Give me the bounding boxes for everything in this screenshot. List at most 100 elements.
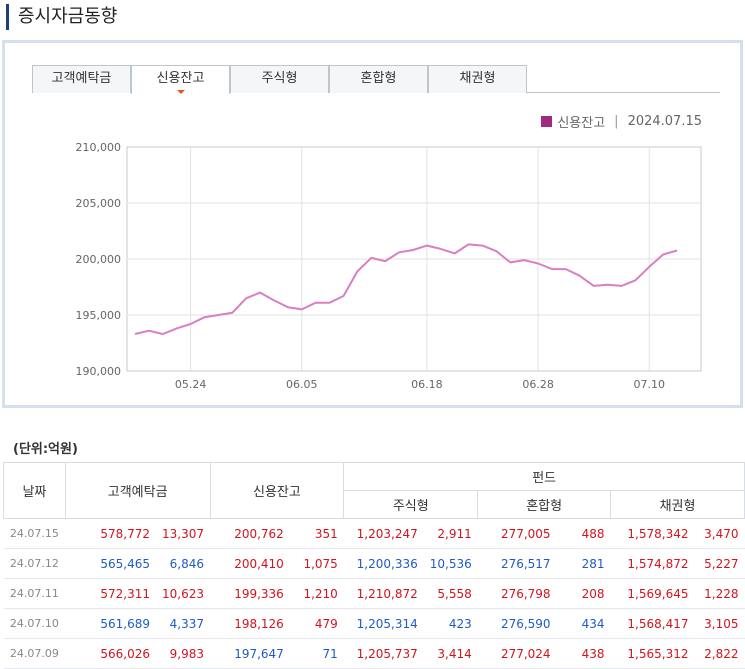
cell-amount: 200,762 bbox=[234, 526, 284, 541]
row-date: 24.07.09 bbox=[3, 638, 66, 669]
value-group: 1,578,342 3,470 bbox=[610, 518, 745, 549]
y-tick-label: 210,000 bbox=[76, 141, 122, 154]
legend-swatch-icon bbox=[541, 116, 553, 127]
cell-change: 71 bbox=[322, 646, 338, 661]
cell-change: 3,470 bbox=[704, 526, 739, 541]
tab-mixed[interactable]: 혼합형 bbox=[329, 65, 428, 93]
cell-amount: 566,026 bbox=[100, 646, 151, 661]
cell-change: 6,846 bbox=[169, 556, 205, 571]
cell-change: 4,337 bbox=[169, 616, 205, 631]
cell-amount: 1,565,312 bbox=[627, 646, 689, 661]
cell-amount: 198,126 bbox=[234, 616, 284, 631]
series-line-credit-balance bbox=[134, 243, 678, 335]
header-fund: 펀드 bbox=[343, 462, 745, 491]
value-group: 198,126 479 bbox=[210, 608, 344, 639]
tab-label: 주식형 bbox=[261, 71, 298, 86]
value-group: 572,311 10,623 bbox=[65, 578, 211, 609]
value-group: 566,026 9,983 bbox=[65, 638, 211, 669]
value-group: 578,772 13,307 bbox=[65, 518, 211, 549]
table-row: 24.07.09 566,026 9,983 197,647 71 1,205,737 3,… bbox=[3, 638, 745, 669]
legend-series-label: 신용잔고 bbox=[557, 116, 606, 131]
cell-change: 1,228 bbox=[704, 586, 739, 601]
cell-amount: 561,689 bbox=[100, 616, 151, 631]
cell-change: 3,414 bbox=[437, 646, 472, 661]
value-group: 1,210,872 5,558 bbox=[343, 578, 478, 609]
tab-label: 채권형 bbox=[459, 71, 496, 86]
cell-change: 2,911 bbox=[437, 526, 472, 541]
value-group: 199,336 1,210 bbox=[210, 578, 344, 609]
cell-amount: 1,574,872 bbox=[627, 556, 689, 571]
header-equity: 주식형 bbox=[343, 490, 479, 519]
cell-change: 438 bbox=[581, 646, 605, 661]
value-group: 277,024 438 bbox=[477, 638, 611, 669]
value-group: 565,465 6,846 bbox=[65, 548, 211, 579]
row-date: 24.07.12 bbox=[3, 548, 66, 579]
cell-amount: 565,465 bbox=[100, 556, 151, 571]
cell-amount: 199,336 bbox=[234, 586, 284, 601]
cell-change: 9,983 bbox=[169, 646, 205, 661]
cell-change: 423 bbox=[448, 616, 472, 631]
cell-change: 488 bbox=[581, 526, 605, 541]
value-group: 1,205,737 3,414 bbox=[343, 638, 478, 669]
y-tick-label: 190,000 bbox=[76, 365, 122, 378]
value-group: 561,689 4,337 bbox=[65, 608, 211, 639]
value-group: 1,565,312 2,822 bbox=[610, 638, 745, 669]
fund-flow-table: 날짜 고객예탁금 신용잔고 펀드 주식형 혼합형 채권형 24.07.15 578… bbox=[3, 462, 745, 669]
tab-label: 고객예탁금 bbox=[51, 71, 112, 86]
cell-amount: 276,798 bbox=[500, 586, 551, 601]
cell-change: 13,307 bbox=[162, 526, 205, 541]
value-group: 276,517 281 bbox=[477, 548, 611, 579]
y-tick-label: 195,000 bbox=[76, 309, 122, 322]
cell-amount: 1,205,737 bbox=[356, 646, 418, 661]
chart-panel: 고객예탁금 신용잔고 주식형 혼합형 채권형 신용잔고 | 2024.07.15… bbox=[2, 40, 743, 408]
cell-change: 2,822 bbox=[704, 646, 739, 661]
table-row: 24.07.10 561,689 4,337 198,126 479 1,205,314 4… bbox=[3, 608, 745, 639]
cell-amount: 276,517 bbox=[500, 556, 551, 571]
cell-change: 208 bbox=[581, 586, 605, 601]
y-tick-label: 205,000 bbox=[76, 197, 122, 210]
value-group: 200,410 1,075 bbox=[210, 548, 344, 579]
cell-amount: 578,772 bbox=[100, 526, 151, 541]
cell-change: 5,227 bbox=[704, 556, 739, 571]
cell-change: 1,075 bbox=[303, 556, 338, 571]
header-credit-balance: 신용잔고 bbox=[209, 462, 345, 519]
cell-change: 479 bbox=[314, 616, 338, 631]
x-tick-label: 06.18 bbox=[411, 378, 443, 391]
tab-bar: 고객예탁금 신용잔고 주식형 혼합형 채권형 bbox=[32, 65, 720, 94]
x-tick-label: 05.24 bbox=[175, 378, 207, 391]
value-group: 197,647 71 bbox=[210, 638, 344, 669]
cell-change: 1,210 bbox=[303, 586, 338, 601]
value-group: 1,568,417 3,105 bbox=[610, 608, 745, 639]
row-date: 24.07.11 bbox=[3, 578, 66, 609]
tab-bond[interactable]: 채권형 bbox=[428, 65, 527, 93]
credit-balance-line-chart: 190,000 195,000 200,000 205,000 210,000 05.24… bbox=[76, 141, 702, 391]
cell-amount: 1,205,314 bbox=[356, 616, 418, 631]
row-date: 24.07.10 bbox=[3, 608, 66, 639]
header-customer-deposit: 고객예탁금 bbox=[64, 462, 211, 519]
cell-change: 3,105 bbox=[704, 616, 739, 631]
cell-change: 281 bbox=[581, 556, 605, 571]
row-date: 24.07.15 bbox=[3, 518, 66, 549]
value-group: 1,205,314 423 bbox=[343, 608, 478, 639]
cell-amount: 1,568,417 bbox=[627, 616, 689, 631]
legend-separator: | bbox=[614, 114, 619, 129]
tab-equity[interactable]: 주식형 bbox=[230, 65, 329, 93]
caret-down-icon bbox=[176, 90, 185, 94]
x-tick-label: 07.10 bbox=[634, 378, 666, 391]
cell-amount: 197,647 bbox=[234, 646, 284, 661]
table-row: 24.07.15 578,772 13,307 200,762 351 1,203,247… bbox=[3, 518, 745, 549]
x-tick-label: 06.05 bbox=[286, 378, 318, 391]
tab-credit-balance[interactable]: 신용잔고 bbox=[131, 65, 230, 94]
header-date: 날짜 bbox=[3, 462, 66, 519]
tab-customer-deposit[interactable]: 고객예탁금 bbox=[32, 65, 131, 93]
cell-amount: 277,024 bbox=[500, 646, 551, 661]
header-mixed: 혼합형 bbox=[477, 490, 612, 519]
table-row: 24.07.12 565,465 6,846 200,410 1,075 1,200,33… bbox=[3, 548, 745, 579]
value-group: 1,203,247 2,911 bbox=[343, 518, 478, 549]
chart-legend: 신용잔고 | 2024.07.15 bbox=[541, 112, 702, 131]
cell-change: 5,558 bbox=[437, 586, 472, 601]
cell-amount: 1,210,872 bbox=[356, 586, 418, 601]
value-group: 1,574,872 5,227 bbox=[610, 548, 745, 579]
header-bond: 채권형 bbox=[610, 490, 745, 519]
value-group: 1,569,645 1,228 bbox=[610, 578, 745, 609]
